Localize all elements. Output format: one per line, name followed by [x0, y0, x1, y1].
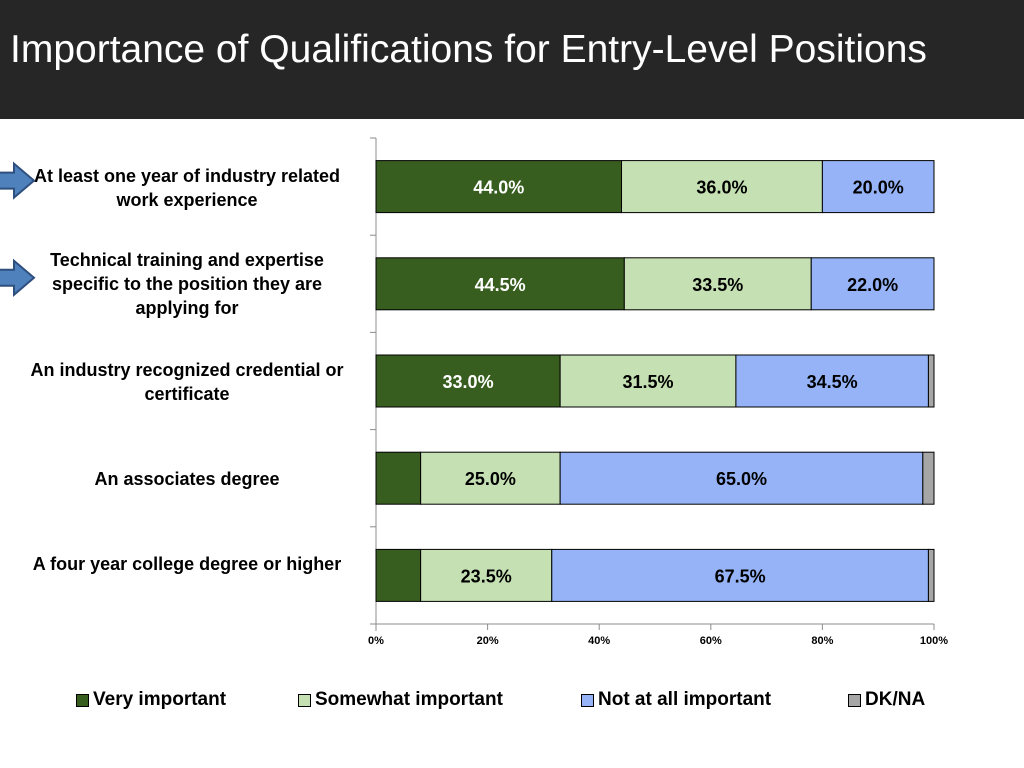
legend-label-very-important: Very important [93, 689, 227, 710]
bar-somewhat-important [420, 451, 561, 505]
x-tick-label: 80% [811, 635, 833, 647]
right-arrow-icon [0, 161, 36, 200]
data-label-not-at-all-important: 20.0% [853, 178, 904, 198]
data-label-somewhat-important: 31.5% [623, 372, 674, 392]
data-label-somewhat-important: 25.0% [465, 469, 516, 489]
bar-very-important [375, 354, 561, 408]
x-tick-label: 60% [700, 635, 722, 647]
x-tick-label: 20% [477, 635, 499, 647]
data-label-not-at-all-important: 22.0% [847, 275, 898, 295]
legend-swatch-dk-na [848, 693, 861, 707]
data-label-not-at-all-important: 34.5% [807, 372, 858, 392]
bar-not-at-all-important [821, 160, 935, 214]
bar-very-important [375, 160, 623, 214]
category-label-work-experience: At least one year of industry related wo… [33, 166, 341, 210]
legend-label-dk-na: DK/NA [865, 689, 926, 710]
legend-item-dk-na: DK/NA [848, 688, 925, 712]
bar-very-important [375, 451, 422, 505]
bar-very-important [375, 548, 422, 602]
x-tick-label: 0% [368, 635, 384, 647]
page-title: Importance of Qualifications for Entry-L… [10, 28, 927, 71]
data-label-somewhat-important: 33.5% [692, 275, 743, 295]
legend-swatch-somewhat-important [298, 693, 311, 707]
category-label-associates-degree: An associates degree [94, 469, 280, 489]
legend-swatch-not-at-all-important [581, 693, 594, 707]
bar-not-at-all-important [810, 257, 935, 311]
bar-not-at-all-important [551, 548, 929, 602]
data-label-very-important: 44.0% [473, 178, 524, 198]
title-bar: Importance of Qualifications for Entry-L… [0, 0, 1024, 119]
right-arrow-icon [0, 258, 36, 297]
data-label-not-at-all-important: 65.0% [716, 469, 767, 489]
bar-very-important [375, 257, 625, 311]
data-label-somewhat-important: 23.5% [461, 566, 512, 586]
category-label-industry-credential: An industry recognized credential or cer… [30, 360, 344, 404]
bar-not-at-all-important [559, 451, 924, 505]
bar-dk-na [922, 451, 935, 505]
bar-somewhat-important [623, 257, 812, 311]
data-label-very-important: 44.5% [475, 275, 526, 295]
legend-label-somewhat-important: Somewhat important [315, 689, 503, 710]
legend-label-not-at-all-important: Not at all important [598, 689, 772, 710]
legend-item-not-at-all-important: Not at all important [581, 688, 771, 712]
category-label-technical-training: Technical training and expertise specifi… [50, 250, 324, 318]
data-label-somewhat-important: 36.0% [696, 178, 747, 198]
bar-not-at-all-important [735, 354, 929, 408]
data-label-not-at-all-important: 67.5% [715, 566, 766, 586]
bar-somewhat-important [420, 548, 553, 602]
x-tick-label: 100% [920, 635, 948, 647]
bar-somewhat-important [621, 160, 823, 214]
legend-swatch-very-important [76, 693, 89, 707]
data-label-very-important: 33.0% [443, 372, 494, 392]
category-label-four-year-degree: A four year college degree or higher [32, 554, 342, 574]
legend-item-very-important: Very important [76, 688, 226, 712]
bar-somewhat-important [559, 354, 737, 408]
x-tick-label: 40% [588, 635, 610, 647]
legend-item-somewhat-important: Somewhat important [298, 688, 503, 712]
bar-dk-na [927, 354, 935, 408]
bar-dk-na [927, 548, 935, 602]
